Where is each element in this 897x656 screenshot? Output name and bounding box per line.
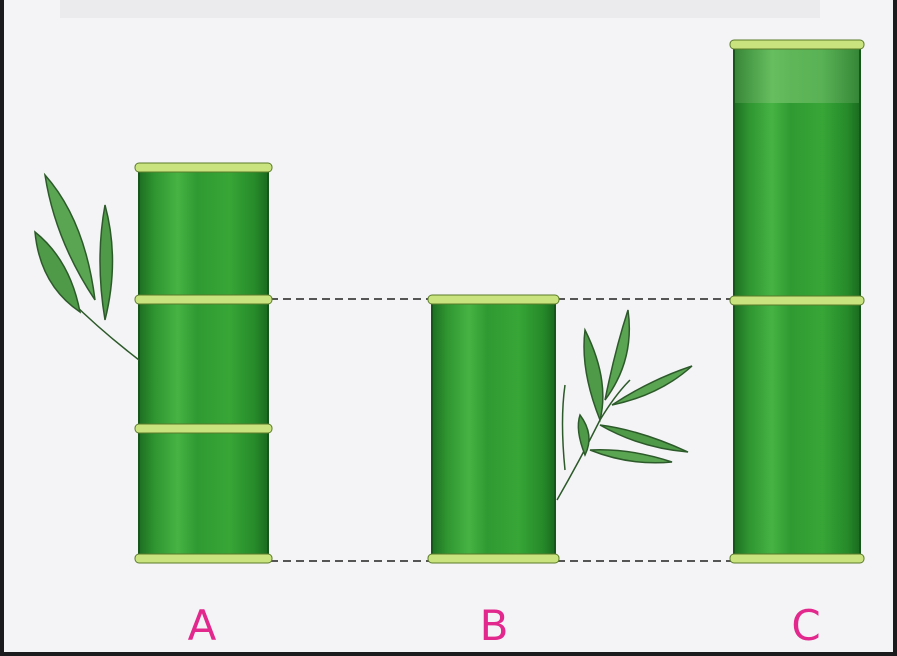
- joint: [428, 295, 559, 304]
- bamboo-b: [428, 295, 559, 563]
- label-c: C: [791, 601, 820, 650]
- joint: [730, 40, 864, 49]
- joint: [135, 295, 272, 304]
- stem: [139, 167, 268, 558]
- label-a: A: [188, 601, 217, 650]
- bamboo-a: [135, 163, 272, 563]
- joint: [730, 554, 864, 563]
- label-b: B: [480, 601, 509, 650]
- illustration: A B C: [0, 0, 897, 656]
- joint: [135, 554, 272, 563]
- page: A B C (() => { const data = JSON.parse(d…: [0, 0, 897, 656]
- joint: [730, 296, 864, 305]
- stem: [432, 300, 555, 558]
- joint: [135, 424, 272, 433]
- joint: [135, 163, 272, 172]
- faded-top-strip: [60, 0, 820, 18]
- joint: [428, 554, 559, 563]
- bamboo-c: [730, 40, 864, 563]
- stem-top: [735, 46, 859, 103]
